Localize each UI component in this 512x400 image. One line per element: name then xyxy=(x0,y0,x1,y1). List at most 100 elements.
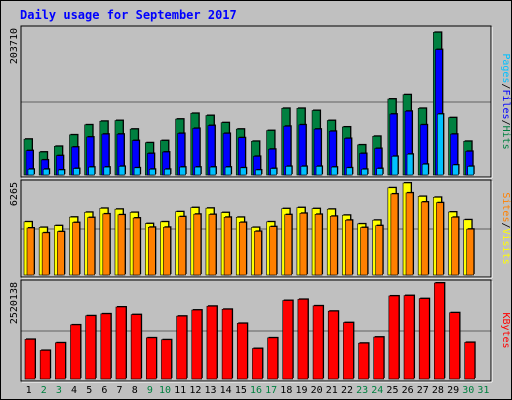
bar-kbytes-day-4 xyxy=(70,323,82,380)
bar-sites-day-2 xyxy=(41,231,51,276)
bar-sites-day-5 xyxy=(87,216,96,276)
bar-kbytes-day-15 xyxy=(236,322,249,380)
bar-kbytes-day-19 xyxy=(297,298,309,380)
bar-pages-day-26 xyxy=(406,153,415,176)
x-tick-label-day-9: 9 xyxy=(147,385,153,396)
bar-pages-day-13 xyxy=(209,166,217,176)
panel-max-label: 6265 xyxy=(9,182,20,206)
bar-pages-day-22 xyxy=(346,166,354,176)
legend-separator: / xyxy=(500,83,511,89)
bar-sites-day-23 xyxy=(360,226,369,276)
x-tick-label-day-23: 23 xyxy=(356,385,368,396)
bar-sites-day-29 xyxy=(451,216,460,276)
bar-kbytes-day-18 xyxy=(282,299,294,380)
bar-kbytes-day-5 xyxy=(85,314,97,380)
bar-kbytes-day-25 xyxy=(388,294,400,380)
x-tick-label-day-29: 29 xyxy=(447,385,459,396)
bar-sites-day-6 xyxy=(102,212,111,276)
panel-legend: KBytes xyxy=(500,312,511,348)
bar-sites-day-16 xyxy=(254,230,263,276)
bar-pages-day-4 xyxy=(73,167,81,176)
bar-kbytes-day-2 xyxy=(39,349,52,380)
bar-kbytes-day-14 xyxy=(221,308,234,380)
bar-kbytes-day-29 xyxy=(449,311,461,380)
bar-sites-day-27 xyxy=(420,201,430,276)
bar-pages-day-27 xyxy=(421,163,430,176)
bar-pages-day-21 xyxy=(330,166,339,176)
bar-pages-day-1 xyxy=(27,168,35,176)
x-tick-label-day-19: 19 xyxy=(295,385,307,396)
bar-kbytes-day-16 xyxy=(252,347,264,380)
bar-sites-day-18 xyxy=(284,213,293,276)
bar-sites-day-9 xyxy=(147,226,157,276)
legend-pages: Pages xyxy=(500,53,511,83)
x-tick-label-day-4: 4 xyxy=(71,385,77,396)
bar-kbytes-day-7 xyxy=(115,306,127,380)
bar-pages-day-17 xyxy=(270,167,278,176)
bar-kbytes-day-10 xyxy=(161,338,173,380)
bar-pages-day-2 xyxy=(42,168,51,176)
bar-kbytes-day-9 xyxy=(145,336,158,380)
bar-pages-day-8 xyxy=(133,166,142,176)
bar-pages-day-3 xyxy=(58,168,66,176)
x-tick-label-day-1: 1 xyxy=(26,385,32,396)
bar-pages-day-16 xyxy=(255,168,263,176)
bar-pages-day-7 xyxy=(118,165,126,176)
bar-kbytes-day-6 xyxy=(100,312,112,380)
panel-legend: Sites/Visits xyxy=(500,192,511,264)
x-tick-label-day-28: 28 xyxy=(432,385,444,396)
bar-pages-day-6 xyxy=(103,166,111,176)
bar-sites-day-17 xyxy=(269,225,278,276)
legend-files: Files xyxy=(500,89,511,119)
bar-sites-day-14 xyxy=(223,216,233,276)
x-tick-label-day-22: 22 xyxy=(341,385,353,396)
bar-pages-day-12 xyxy=(194,166,202,176)
bar-kbytes-day-17 xyxy=(267,336,279,380)
x-axis-day-labels: 1 2 3 4 5 6 7 8 9 10 11 12 13 14 15 16 17 18 19 20 21 22 23 24 2… xyxy=(26,385,490,396)
x-tick-label-day-26: 26 xyxy=(402,385,414,396)
bar-kbytes-day-3 xyxy=(55,341,67,380)
x-tick-label-day-27: 27 xyxy=(417,385,429,396)
x-tick-label-day-10: 10 xyxy=(159,385,171,396)
bar-pages-day-18 xyxy=(285,165,293,176)
bar-kbytes-day-12 xyxy=(191,309,203,380)
panel-frame xyxy=(20,179,492,278)
bar-kbytes-day-30 xyxy=(464,341,476,380)
bar-kbytes-day-27 xyxy=(418,297,431,380)
bar-pages-day-10 xyxy=(164,168,172,176)
bar-sites-day-12 xyxy=(193,213,202,276)
bar-sites-day-28 xyxy=(436,201,445,276)
bar-pages-day-14 xyxy=(224,166,233,176)
x-tick-label-day-3: 3 xyxy=(56,385,62,396)
x-tick-label-day-16: 16 xyxy=(250,385,262,396)
bar-sites-day-20 xyxy=(314,213,324,276)
bar-sites-day-11 xyxy=(178,215,187,276)
panel-max-label: 203710 xyxy=(9,28,20,64)
bar-pages-day-29 xyxy=(452,163,460,176)
bar-kbytes-day-1 xyxy=(24,338,36,380)
x-tick-label-day-24: 24 xyxy=(371,385,383,396)
bar-sites-day-24 xyxy=(375,224,384,276)
x-tick-label-day-17: 17 xyxy=(265,385,277,396)
panel-frame xyxy=(20,25,492,178)
bar-pages-day-24 xyxy=(376,167,384,176)
bar-pages-day-23 xyxy=(361,168,369,176)
bar-pages-day-11 xyxy=(179,166,187,176)
bar-sites-day-8 xyxy=(132,217,142,276)
legend-separator: / xyxy=(500,222,511,228)
legend-visits: Visits xyxy=(500,229,511,265)
x-tick-label-day-18: 18 xyxy=(280,385,292,396)
bar-sites-day-15 xyxy=(238,221,248,276)
x-tick-label-day-2: 2 xyxy=(41,385,47,396)
x-tick-label-day-31: 31 xyxy=(477,385,489,396)
bar-sites-day-7 xyxy=(117,213,126,276)
x-tick-label-day-6: 6 xyxy=(101,385,107,396)
chart-title: Daily usage for September 2017 xyxy=(20,8,237,22)
bar-sites-day-10 xyxy=(163,226,172,276)
panel-kbytes: 2520138 KBytes xyxy=(9,279,511,383)
bar-kbytes-day-21 xyxy=(327,310,340,380)
legend-kbytes: KBytes xyxy=(500,312,511,348)
x-tick-label-day-8: 8 xyxy=(132,385,138,396)
